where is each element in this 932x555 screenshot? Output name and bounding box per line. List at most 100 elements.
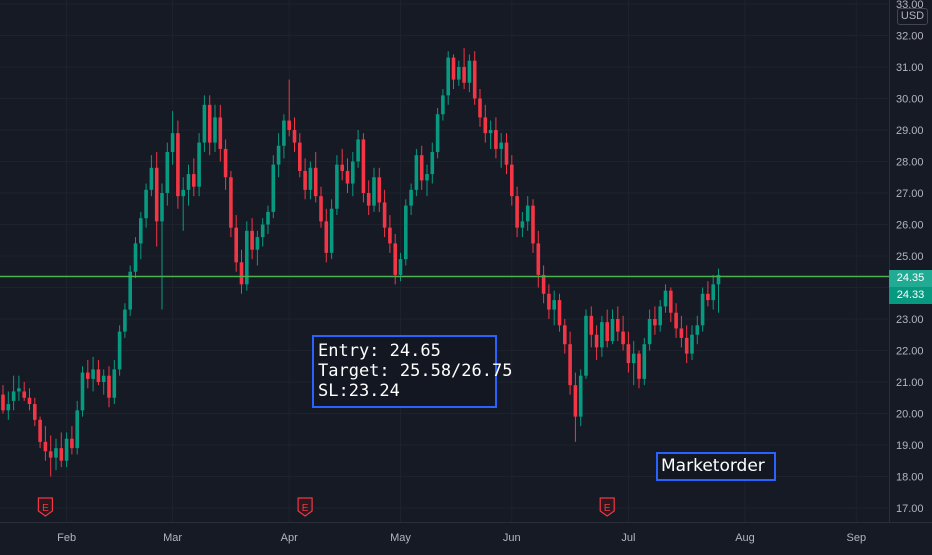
x-tick-label: Apr (281, 532, 298, 544)
candle-body (573, 385, 578, 417)
candle-body (679, 328, 684, 338)
y-tick-label: 31.00 (896, 62, 924, 74)
x-tick-label: May (390, 532, 411, 544)
candle-body (303, 170, 307, 190)
candle-body (266, 211, 270, 225)
candle-body (621, 331, 625, 345)
candle-body (1, 394, 5, 411)
candle-body (234, 227, 238, 263)
candle-body (308, 167, 313, 190)
candle-body (33, 404, 37, 420)
candle-body (213, 117, 217, 143)
candle-body (462, 67, 466, 83)
candle-body (626, 344, 631, 364)
earnings-marker-icon[interactable]: E (599, 497, 615, 517)
earnings-marker-icon[interactable]: E (297, 497, 313, 517)
candle-body (64, 438, 69, 461)
candle-body (329, 208, 334, 253)
candle-body (393, 243, 397, 275)
y-tick-label: 21.00 (896, 377, 924, 389)
candle-body (292, 130, 297, 143)
y-tick-label: 28.00 (896, 157, 924, 169)
candle-body (472, 60, 477, 99)
candle-body (160, 193, 164, 222)
candle-body (504, 142, 509, 165)
candle-body (488, 130, 493, 134)
candle-body (298, 142, 302, 171)
candle-body (372, 177, 376, 206)
candle-body (207, 104, 212, 143)
candle-body (584, 315, 588, 376)
candle-body (536, 243, 541, 275)
x-tick-label: Mar (163, 532, 182, 544)
candle-body (499, 142, 503, 149)
candle-body (70, 438, 74, 449)
candle-body (425, 174, 429, 181)
candle-body (229, 177, 233, 228)
y-tick-label: 18.00 (896, 472, 924, 484)
y-tick-label: 29.00 (896, 125, 924, 137)
candle-body (382, 202, 387, 228)
candle-body (483, 117, 488, 134)
candle-body (430, 152, 435, 175)
candle-body (123, 309, 127, 332)
candle-body (589, 315, 594, 335)
candle-body (700, 293, 705, 326)
candle-body (313, 167, 318, 197)
candle-body (616, 319, 620, 332)
y-tick-label: 19.00 (896, 440, 924, 452)
candle-body (653, 319, 657, 326)
x-tick-label: Jun (503, 532, 521, 544)
candle-body (414, 155, 419, 190)
candle-body (451, 57, 456, 80)
candle-body (457, 67, 461, 80)
svg-text:E: E (302, 503, 309, 514)
candle-body (139, 218, 143, 244)
candle-body (202, 104, 207, 143)
candle-body (324, 221, 329, 253)
candle-body (356, 139, 360, 162)
market-order-annotation[interactable]: Marketorder (656, 452, 776, 481)
y-tick-label: 32.00 (896, 31, 924, 43)
candle-body (552, 300, 556, 310)
candle-body (361, 139, 366, 193)
candle-body (441, 95, 445, 115)
x-tick-label: Aug (735, 532, 755, 544)
candle-body (197, 142, 201, 187)
earnings-marker-icon[interactable]: E (37, 497, 53, 517)
entry-annotation[interactable]: Entry: 24.65 Target: 25.58/26.75 SL:23.2… (312, 335, 512, 408)
y-tick-label: 23.00 (896, 314, 924, 326)
last-price-tag: 24.33 (889, 287, 932, 304)
candle-body (96, 369, 101, 382)
candle-body (80, 372, 85, 411)
candle-body (531, 205, 535, 244)
candle-body (165, 152, 170, 193)
candle-body (250, 230, 254, 250)
candle-body (345, 170, 350, 184)
candle-body (149, 167, 154, 190)
candle-body (695, 325, 700, 335)
entry-text: Entry: 24.65 (318, 341, 441, 361)
candle-body (647, 319, 652, 345)
candle-body (605, 322, 609, 342)
svg-text:E: E (42, 503, 49, 514)
candle-body (435, 114, 440, 153)
svg-text:E: E (604, 503, 611, 514)
candle-body (276, 145, 281, 165)
candle-body (48, 451, 53, 458)
currency-label[interactable]: USD (897, 8, 928, 25)
candle-body (192, 174, 196, 187)
candle-body (467, 60, 472, 83)
candle-body (568, 344, 572, 386)
candle-body (637, 353, 641, 379)
candle-body (170, 133, 175, 153)
y-tick-label: 25.00 (896, 251, 924, 263)
candle-body (59, 448, 64, 461)
candle-body (101, 375, 106, 382)
candle-body (11, 391, 16, 401)
candle-body (186, 174, 191, 190)
candle-body (181, 189, 185, 197)
candle-body (409, 189, 413, 206)
